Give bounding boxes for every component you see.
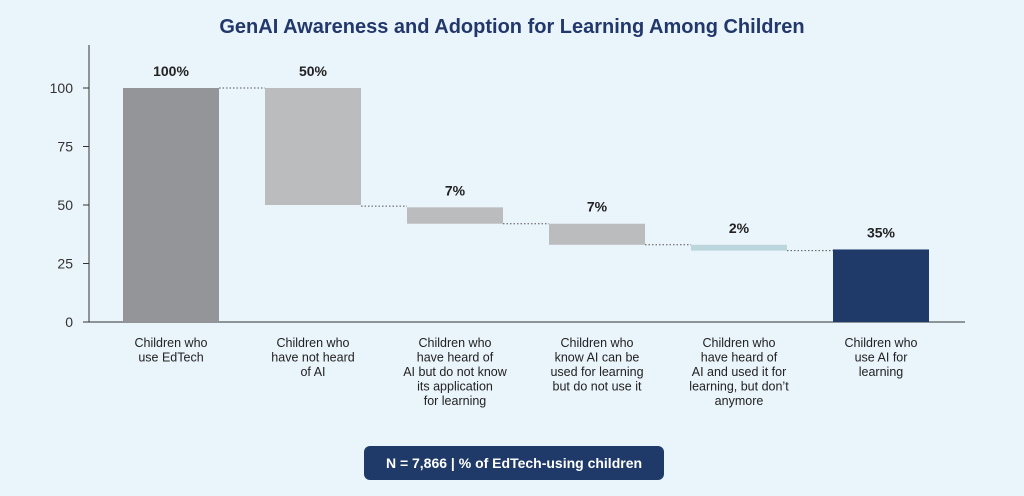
axes: 0 25 50 75 100	[50, 45, 965, 330]
data-label: 100%	[153, 63, 189, 79]
category-label-line: AI and used it for	[692, 365, 787, 379]
data-label: 50%	[299, 63, 328, 79]
data-label: 7%	[587, 199, 608, 215]
data-label: 7%	[445, 182, 466, 198]
category-label-line: Children who	[277, 336, 350, 350]
category-label-line: Children who	[135, 336, 208, 350]
category-label-line: have heard of	[701, 351, 778, 365]
category-label: Children who use EdTech	[135, 336, 208, 365]
y-tick-label: 100	[50, 80, 74, 96]
bar	[407, 207, 503, 224]
y-tick-label: 25	[57, 256, 73, 272]
chart-title: GenAI Awareness and Adoption for Learnin…	[219, 16, 805, 38]
y-tick-label: 50	[57, 197, 73, 213]
category-label-line: Children who	[703, 336, 776, 350]
bar	[691, 244, 787, 251]
category-label-line: learning	[859, 365, 904, 379]
connectors	[219, 87, 833, 252]
category-label: Children who have heard of AI and used it …	[689, 336, 789, 408]
y-tick-label: 75	[57, 139, 73, 155]
sample-size-note: N = 7,866 | % of EdTech-using children	[364, 446, 664, 480]
category-label-line: learning, but don’t	[689, 380, 789, 394]
category-label-line: have heard of	[417, 351, 494, 365]
value-labels: 100% 50% 7% 7% 2% 35%	[153, 63, 895, 240]
category-label-line: but do not use it	[553, 380, 642, 394]
data-label: 2%	[729, 220, 750, 236]
bar	[833, 249, 929, 322]
category-label-line: anymore	[715, 394, 764, 408]
bar	[549, 223, 645, 245]
bar	[123, 88, 219, 322]
category-label: Children who have not heard of AI	[271, 336, 354, 379]
category-label-line: used for learning	[550, 365, 643, 379]
bars	[123, 88, 929, 322]
category-label: Children who have heard of AI but do not k…	[403, 336, 508, 408]
data-label: 35%	[867, 224, 896, 240]
category-label: Children who know AI can be used for learn…	[550, 336, 643, 394]
category-label-line: of AI	[300, 365, 325, 379]
category-label-line: Children who	[845, 336, 918, 350]
category-label-line: Children who	[419, 336, 492, 350]
category-label-line: have not heard	[271, 351, 354, 365]
category-label-line: its application	[417, 380, 493, 394]
category-label-line: use EdTech	[138, 351, 203, 365]
category-label-line: Children who	[561, 336, 634, 350]
y-tick-label: 0	[65, 314, 73, 330]
category-label-line: AI but do not know	[403, 365, 508, 379]
category-label: Children who use AI for learning	[845, 336, 918, 379]
bar	[265, 88, 361, 205]
category-label-line: know AI can be	[555, 351, 640, 365]
category-label-line: use AI for	[855, 351, 908, 365]
waterfall-chart: 0 25 50 75 100 100% 50% 7% 7% 2% 35% Children who…	[50, 45, 965, 408]
category-label-line: for learning	[424, 394, 487, 408]
